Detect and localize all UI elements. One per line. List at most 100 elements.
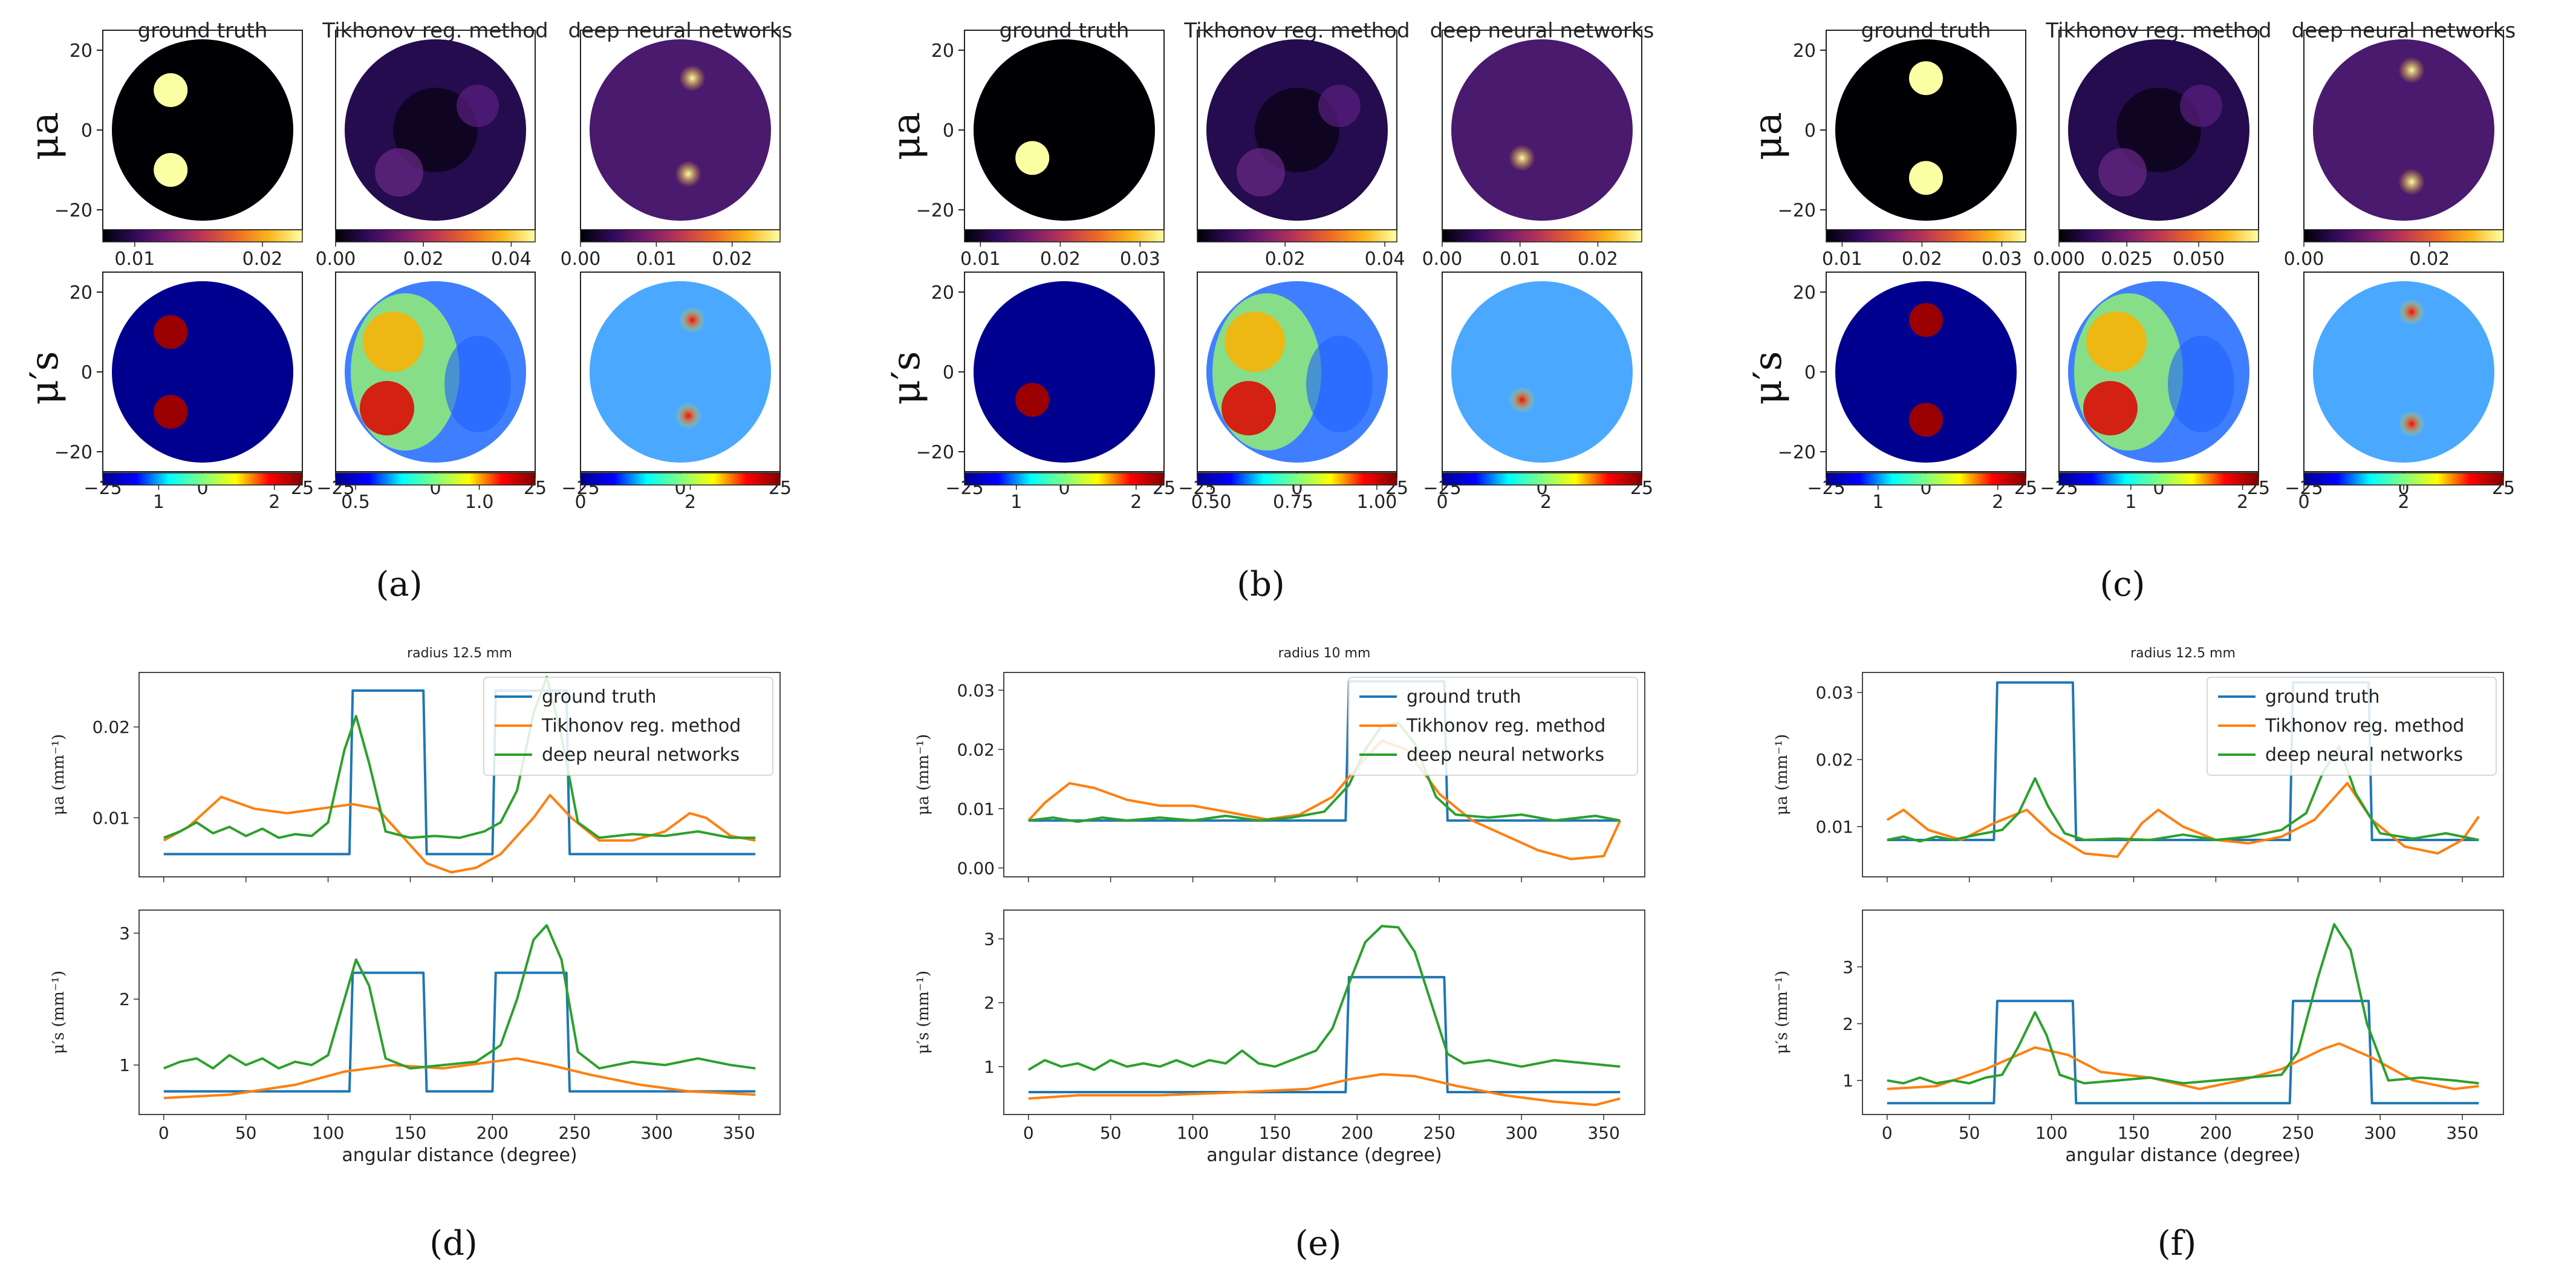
- inclusion-marker: [675, 160, 702, 187]
- y-tick-label: 0: [943, 120, 954, 142]
- legend: ground truth Tikhonov reg. method deep neu…: [1348, 677, 1638, 776]
- inclusion-marker: [154, 315, 188, 349]
- chart-title: radius 10 mm: [1278, 646, 1371, 661]
- inclusion-marker: [678, 65, 706, 92]
- x-tick-label: 100: [2035, 1123, 2067, 1143]
- colorbar: [102, 229, 303, 242]
- colorbar-tick-label: 0.02: [1040, 249, 1081, 270]
- image-panel-b: ground truth Tikhonov reg. method deep neu…: [884, 19, 1654, 604]
- mus-row-label: μ′s: [1746, 351, 1791, 405]
- y-tick-label: 20: [931, 41, 954, 62]
- x-tick-label: 250: [2282, 1123, 2314, 1143]
- top-subplot: 0.01 0.02 0.03 μa (mm⁻¹) ground truth Tikhono…: [1773, 672, 2504, 882]
- y-tick-label: −20: [916, 200, 954, 221]
- colorbar: [2303, 229, 2504, 242]
- colorbar: [1197, 229, 1397, 242]
- inclusion-marker: [1909, 61, 1943, 96]
- colorbar: [2058, 472, 2259, 486]
- colorbar: [580, 472, 781, 486]
- legend-label: Tikhonov reg. method: [1406, 715, 1605, 737]
- y-tick-label: 0: [81, 120, 93, 142]
- colorbar: [1826, 472, 2026, 486]
- legend-label: deep neural networks: [2265, 744, 2463, 766]
- y-tick-label: 20: [931, 282, 954, 304]
- colorbar-tick-label: 1.0: [465, 492, 494, 513]
- line-chart-f: radius 12.5 mm 0.01 0.02 0.03 μa (mm⁻¹) groun…: [1773, 646, 2504, 1263]
- inclusion-marker: [2398, 410, 2425, 437]
- colorbar: [1442, 229, 1642, 242]
- colorbar-tick-label: 2: [268, 492, 280, 513]
- dnn-series: [1028, 721, 1621, 823]
- legend-box: [2207, 677, 2497, 776]
- mus-map-tikhonov: −25 0 250.50 0.75 1.00: [1178, 272, 1408, 513]
- y-tick-label: 0.03: [957, 680, 995, 700]
- mus-map-dnn: −25 0 250 2: [2285, 272, 2515, 513]
- field-of-view-disc: [1835, 39, 2017, 221]
- colorbar: [1442, 472, 1642, 486]
- colorbar-tick-label: 0.01: [1500, 249, 1540, 270]
- image-panel-c: ground truth Tikhonov reg. method deep neu…: [1746, 19, 2516, 604]
- inclusion-marker: [154, 73, 188, 107]
- panel-label: (e): [1295, 1224, 1342, 1263]
- y-tick-label: 20: [70, 282, 93, 304]
- tikhonov-series: [1027, 739, 1622, 861]
- plot-frame: [138, 909, 781, 1115]
- inclusion-marker: [678, 307, 706, 334]
- colorbar-tick-label: 0.02: [242, 249, 283, 270]
- inclusion-marker: [2398, 168, 2425, 195]
- mua-row-label: μa: [1746, 112, 1791, 160]
- inclusion-marker: [1909, 403, 1943, 437]
- reconstruction-blob: [457, 85, 499, 127]
- x-tick-label: 300: [640, 1123, 672, 1143]
- y-tick-label: 0.01: [93, 808, 130, 828]
- colorbar-tick-label: 0: [2298, 492, 2309, 513]
- y-tick-label: 3: [119, 923, 130, 943]
- inclusion-marker: [154, 153, 188, 187]
- y-tick-label: −20: [1778, 442, 1816, 463]
- dnn-series: [163, 924, 756, 1070]
- mus-map-tikhonov: −25 0 250.5 1.0: [316, 272, 547, 513]
- y-tick-label: 2: [1843, 1014, 1853, 1034]
- legend-label: Tikhonov reg. method: [2265, 715, 2464, 737]
- y-axis-label: μa (mm⁻¹): [50, 734, 68, 815]
- colorbar-tick-label: 0.01: [636, 249, 677, 270]
- reconstruction-blob: [360, 381, 414, 435]
- mua-row-label: μa: [884, 112, 929, 160]
- mua-map-tikhonov: 0.02 0.04: [1197, 30, 1405, 270]
- reconstruction-blob: [2180, 85, 2222, 127]
- y-tick-label: 0.02: [1816, 750, 1853, 770]
- y-tick-label: 20: [1793, 41, 1816, 62]
- legend: ground truth Tikhonov reg. method deep neu…: [2207, 677, 2497, 776]
- colorbar-tick-label: 1: [1010, 492, 1022, 513]
- colorbar: [335, 472, 536, 486]
- mus-map-ground-truth: 200−20−25 0 251 2: [916, 272, 1176, 513]
- y-tick-label: 0.03: [1816, 683, 1853, 703]
- mua-map-ground-truth: 20 0 −20 0.01 0.02: [54, 30, 303, 270]
- field-of-view-disc: [974, 281, 1155, 463]
- colorbar: [2058, 229, 2259, 242]
- y-tick-label: −20: [54, 200, 93, 221]
- mua-map-dnn: 0.00 0.01 0.02: [1422, 30, 1642, 270]
- mus-map-tikhonov: −25 0 251 2: [2040, 272, 2270, 513]
- colorbar-tick-label: 0: [574, 492, 586, 513]
- y-tick-label: 2: [984, 993, 995, 1013]
- y-tick-label: 20: [70, 41, 93, 62]
- field-of-view-disc: [112, 39, 293, 221]
- y-tick-label: 3: [1843, 957, 1853, 977]
- dnn-series: [1027, 925, 1621, 1072]
- image-panel-a: ground truth Tikhonov reg. method deep neu…: [22, 19, 792, 604]
- x-tick-label: 100: [1177, 1123, 1209, 1143]
- y-tick-label: 0.01: [1816, 817, 1853, 837]
- colorbar: [1826, 229, 2026, 242]
- colorbar-tick-label: 0.00: [1422, 249, 1463, 270]
- y-tick-label: 0.02: [93, 717, 130, 737]
- mus-row-label: μ′s: [22, 351, 67, 405]
- inclusion-marker: [1509, 145, 1535, 172]
- colorbar-tick-label: 0.00: [2284, 249, 2324, 270]
- x-tick-label: 200: [1341, 1123, 1373, 1143]
- dnn-series: [1887, 744, 2479, 843]
- ground-truth-series: [163, 971, 756, 1093]
- y-tick-label: 0.02: [957, 740, 995, 760]
- mus-map-dnn: −25 0 250 2: [561, 272, 792, 513]
- colorbar: [335, 229, 536, 242]
